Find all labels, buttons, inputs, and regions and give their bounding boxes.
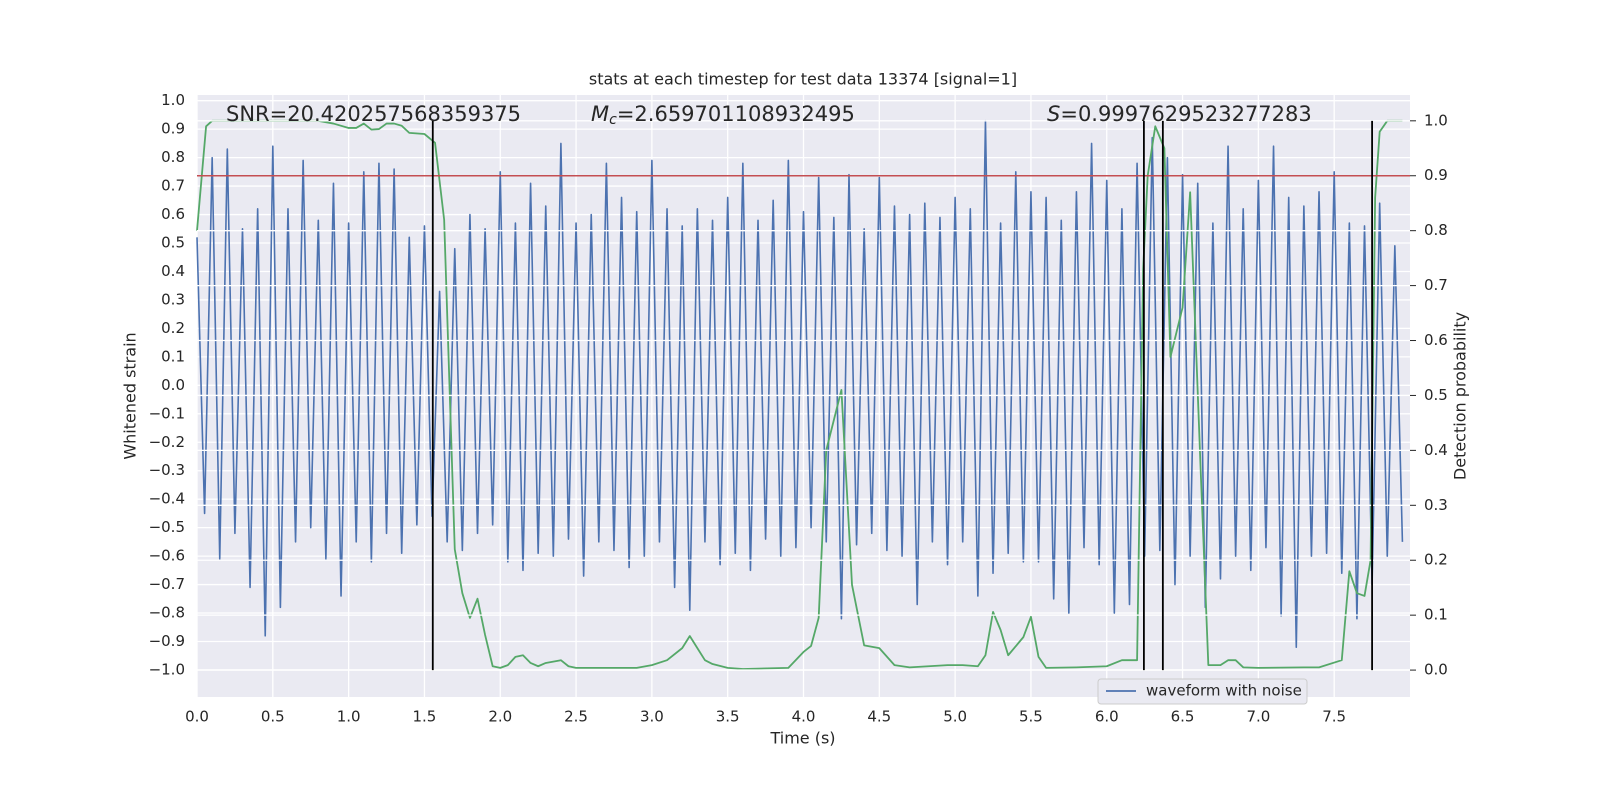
x-tick-label: 2.0 [488,708,512,726]
x-tick-label: 6.5 [1171,708,1195,726]
y-tick-label: 0.9 [161,120,185,138]
x-tick-label: 4.0 [792,708,816,726]
x-tick-label: 5.0 [943,708,967,726]
y-tick-label: −0.5 [149,518,185,536]
y-tick-label: 1.0 [161,91,185,109]
y-tick-label: 0.1 [161,347,185,365]
y-tick-label: 0.0 [161,376,185,394]
y-tick-label: 0.5 [161,234,185,252]
y2-tick-label: 0.2 [1424,551,1448,569]
y-tick-label: −0.8 [149,604,185,622]
annotation: Mc=2.659701108932495 [591,102,855,128]
y-tick-label: −0.6 [149,547,185,565]
y-tick-label: −0.4 [149,490,185,508]
legend-label: waveform with noise [1146,682,1302,700]
y-tick-label: 0.7 [161,177,185,195]
x-tick-label: 3.0 [640,708,664,726]
y2-axis-label: Detection probability [1451,312,1470,480]
y2-tick-label: 0.9 [1424,166,1448,184]
annotation-symbol: S [1047,102,1060,126]
y2-tick-label: 0.1 [1424,606,1448,624]
legend-box [1097,678,1308,705]
annotation: SNR=20.420257568359375 [226,102,521,126]
y-tick-label: 0.8 [161,148,185,166]
x-tick-label: 1.5 [413,708,437,726]
annotation: S=0.9997629523277283 [1047,102,1312,126]
x-tick-label: 1.0 [337,708,361,726]
y2-tick-label: 0.7 [1424,276,1448,294]
series-line [196,119,1403,670]
x-tick-label: 7.0 [1246,708,1270,726]
annotation-text: =2.659701108932495 [617,102,855,126]
annotation-subscript: c [609,112,617,128]
x-tick-label: 0.0 [185,708,209,726]
x-tick-label: 3.5 [716,708,740,726]
x-tick-label: 7.5 [1322,708,1346,726]
y-tick-label: −1.0 [149,660,185,678]
y2-tick-label: 0.8 [1424,221,1448,239]
y-tick-label: 0.4 [161,262,185,280]
y-tick-label: −0.2 [149,433,185,451]
y-tick-label: −0.3 [149,461,185,479]
y2-tick-label: 0.5 [1424,386,1448,404]
chart-title: stats at each timestep for test data 133… [589,70,1017,89]
y-tick-label: −0.1 [149,404,185,422]
x-tick-label: 0.5 [261,708,285,726]
y2-tick-label: 0.0 [1424,661,1448,679]
y-tick-label: 0.3 [161,290,185,308]
y-tick-label: 0.2 [161,319,185,337]
annotation-text: SNR=20.420257568359375 [226,102,521,126]
x-tick-label: 4.5 [867,708,891,726]
y-axis-label: Whitened strain [121,332,140,459]
y-tick-label: 0.6 [161,205,185,223]
x-tick-label: 2.5 [564,708,588,726]
x-tick-label: 5.5 [1019,708,1043,726]
y-tick-label: −0.9 [149,632,185,650]
y2-tick-label: 0.3 [1424,496,1448,514]
annotation-text: =0.9997629523277283 [1060,102,1311,126]
annotation-symbol: M [591,102,609,126]
x-tick-label: 6.0 [1095,708,1119,726]
legend: waveform with noise [1097,678,1308,705]
y2-tick-label: 0.6 [1424,331,1448,349]
x-axis-label: Time (s) [769,729,835,748]
y2-tick-label: 0.4 [1424,441,1448,459]
y2-tick-label: 1.0 [1424,111,1448,129]
y-tick-label: −0.7 [149,575,185,593]
